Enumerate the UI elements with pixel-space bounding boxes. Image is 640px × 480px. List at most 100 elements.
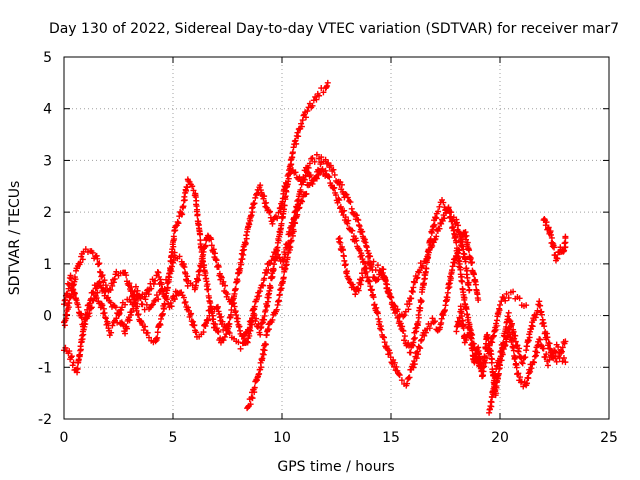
- data-point: [559, 344, 566, 351]
- data-point: [242, 338, 249, 345]
- data-point: [260, 282, 267, 289]
- data-point: [497, 301, 503, 308]
- data-point: [523, 302, 530, 309]
- data-point: [532, 314, 539, 321]
- data-point: [113, 315, 120, 322]
- data-point: [481, 363, 488, 370]
- data-point: [491, 380, 498, 387]
- data-point: [270, 266, 277, 273]
- data-point: [553, 358, 560, 365]
- data-point: [288, 161, 295, 168]
- x-axis-label: GPS time / hours: [277, 459, 394, 475]
- data-point: [426, 325, 433, 332]
- data-point: [503, 290, 510, 297]
- data-point: [220, 337, 227, 344]
- data-point: [283, 181, 290, 188]
- data-point: [112, 304, 119, 311]
- data-point: [322, 167, 329, 174]
- data-point: [167, 267, 174, 274]
- data-point: [324, 82, 331, 89]
- data-point: [269, 316, 276, 323]
- data-point: [87, 305, 94, 312]
- data-point: [519, 360, 526, 367]
- data-point: [448, 218, 455, 225]
- data-point: [189, 183, 196, 190]
- y-tick-label: -1: [38, 360, 52, 376]
- data-point: [105, 294, 112, 301]
- data-point: [159, 310, 166, 317]
- data-point: [220, 278, 227, 285]
- y-tick-label: 2: [43, 205, 52, 221]
- data-point: [322, 156, 329, 163]
- data-point: [534, 307, 541, 314]
- data-point: [331, 184, 338, 191]
- data-point: [417, 305, 424, 312]
- data-point: [552, 252, 559, 259]
- data-point: [80, 331, 87, 338]
- data-point: [99, 272, 106, 279]
- data-point: [157, 321, 164, 328]
- data-point: [81, 323, 88, 330]
- data-point: [347, 199, 354, 206]
- data-point: [446, 280, 453, 287]
- data-point: [460, 325, 467, 332]
- data-point: [374, 262, 381, 269]
- data-point: [411, 334, 418, 341]
- data-point: [561, 247, 568, 254]
- data-point: [410, 335, 417, 342]
- data-point: [374, 310, 381, 317]
- data-point: [417, 337, 424, 344]
- data-point: [268, 257, 275, 264]
- data-point: [464, 311, 471, 318]
- series-track-5: [335, 205, 530, 370]
- data-point: [215, 263, 222, 270]
- data-point: [150, 281, 157, 288]
- data-point: [543, 219, 550, 226]
- data-point: [421, 332, 428, 339]
- data-point: [515, 370, 522, 377]
- data-point: [376, 318, 383, 325]
- data-point: [266, 287, 273, 294]
- data-point: [66, 300, 73, 307]
- data-point: [277, 208, 284, 215]
- data-point: [526, 334, 533, 341]
- data-point: [219, 318, 226, 325]
- data-point: [464, 239, 471, 246]
- data-point: [356, 223, 363, 230]
- data-point: [126, 317, 133, 324]
- data-point: [142, 296, 149, 303]
- data-point: [466, 247, 473, 254]
- data-point: [453, 239, 460, 246]
- data-point: [140, 327, 147, 334]
- data-point: [345, 275, 352, 282]
- data-point: [546, 340, 553, 347]
- data-point: [501, 333, 508, 340]
- data-point: [202, 270, 209, 277]
- data-point: [302, 114, 309, 121]
- data-point: [181, 299, 188, 306]
- data-point: [544, 362, 551, 369]
- data-point: [264, 302, 271, 309]
- data-point: [308, 155, 315, 162]
- data-point: [102, 288, 109, 295]
- data-point: [168, 303, 175, 310]
- data-point: [513, 364, 520, 371]
- data-point: [383, 343, 390, 350]
- x-tick-label: 0: [60, 430, 69, 446]
- data-point: [184, 304, 191, 311]
- data-point: [440, 199, 447, 206]
- x-tick-label: 20: [491, 430, 509, 446]
- series-track-6: [453, 303, 569, 399]
- data-point: [167, 299, 174, 306]
- data-point: [353, 237, 360, 244]
- data-point: [235, 339, 242, 346]
- data-point: [355, 217, 362, 224]
- data-point: [466, 286, 473, 293]
- data-point: [505, 294, 512, 301]
- data-point: [251, 384, 258, 391]
- data-point: [388, 294, 395, 301]
- data-point: [253, 296, 260, 303]
- data-point: [344, 194, 351, 201]
- x-tick-label: 10: [273, 430, 291, 446]
- data-point: [116, 310, 123, 317]
